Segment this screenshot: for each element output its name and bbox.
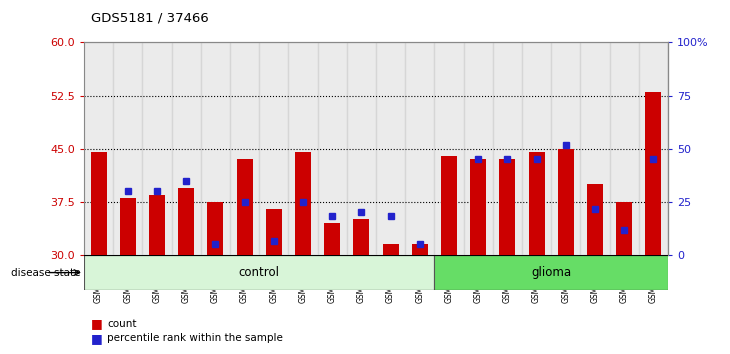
Bar	[288, 42, 318, 255]
Text: GDS5181 / 37466: GDS5181 / 37466	[91, 12, 209, 25]
Bar	[266, 209, 282, 255]
Bar	[149, 195, 165, 255]
Bar	[639, 42, 668, 255]
Bar	[84, 42, 113, 255]
Bar	[499, 159, 515, 255]
Bar	[470, 159, 486, 255]
Bar	[324, 223, 340, 255]
Bar	[142, 42, 172, 255]
Bar	[405, 42, 434, 255]
Bar	[178, 188, 194, 255]
Text: ■: ■	[91, 318, 103, 330]
Bar	[412, 244, 428, 255]
Bar	[441, 156, 457, 255]
Text: disease state: disease state	[11, 268, 80, 278]
Bar	[493, 42, 522, 255]
Bar	[616, 202, 632, 255]
Bar	[464, 42, 493, 255]
Bar	[91, 152, 107, 255]
Bar	[237, 159, 253, 255]
Bar	[347, 42, 376, 255]
Bar	[318, 42, 347, 255]
Bar	[172, 42, 201, 255]
Text: ■: ■	[91, 332, 103, 344]
Bar	[207, 202, 223, 255]
Bar	[645, 92, 661, 255]
Text: count: count	[107, 319, 137, 329]
Bar	[295, 152, 311, 255]
Bar	[230, 42, 259, 255]
Bar	[353, 219, 369, 255]
Bar	[558, 149, 574, 255]
Text: percentile rank within the sample: percentile rank within the sample	[107, 333, 283, 343]
Bar	[259, 42, 288, 255]
Bar	[120, 198, 136, 255]
Bar	[529, 152, 545, 255]
Bar	[201, 42, 230, 255]
Text: control: control	[239, 266, 280, 279]
Bar	[587, 184, 603, 255]
Bar	[84, 255, 434, 290]
Bar	[610, 42, 639, 255]
Bar	[383, 244, 399, 255]
Bar	[434, 255, 668, 290]
Bar	[376, 42, 405, 255]
Bar	[522, 42, 551, 255]
Bar	[113, 42, 142, 255]
Bar	[434, 42, 464, 255]
Bar	[551, 42, 580, 255]
Text: glioma: glioma	[531, 266, 571, 279]
Bar	[580, 42, 610, 255]
